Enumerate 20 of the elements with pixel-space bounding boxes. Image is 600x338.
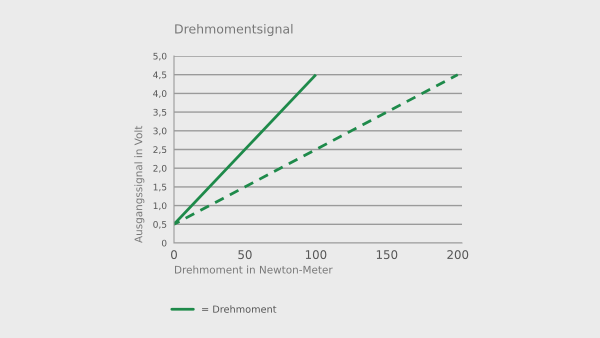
y-tick-label: 0,5: [153, 221, 166, 229]
x-tick-label: 200: [447, 250, 468, 260]
y-tick-label: 1,5: [154, 184, 166, 192]
x-tick-label: 0: [171, 250, 177, 260]
y-tick-label: 0: [162, 240, 166, 247]
x-tick-label: 100: [306, 250, 326, 260]
x-tick-label: 150: [376, 250, 398, 260]
y-tick-label: 4,0: [153, 90, 166, 98]
y-tick-label: 1,0: [154, 202, 166, 210]
y-tick-label: 3,0: [153, 128, 166, 136]
y-tick-label: 5,0: [153, 52, 166, 60]
y-axis-title: Ausgangssignal in Volt: [134, 126, 144, 243]
x-axis-title: Drehmoment in Newton-Meter: [175, 266, 333, 274]
y-tick-label: 4,5: [153, 72, 166, 80]
legend-label: = Drehmoment: [202, 305, 276, 313]
y-tick-label: 2,0: [153, 164, 166, 173]
y-tick-label: 2,5: [153, 146, 166, 154]
chart-title: Drehmomentsignal: [175, 24, 292, 36]
y-tick-label: 3,5: [153, 108, 166, 117]
x-tick-label: 50: [238, 250, 252, 260]
